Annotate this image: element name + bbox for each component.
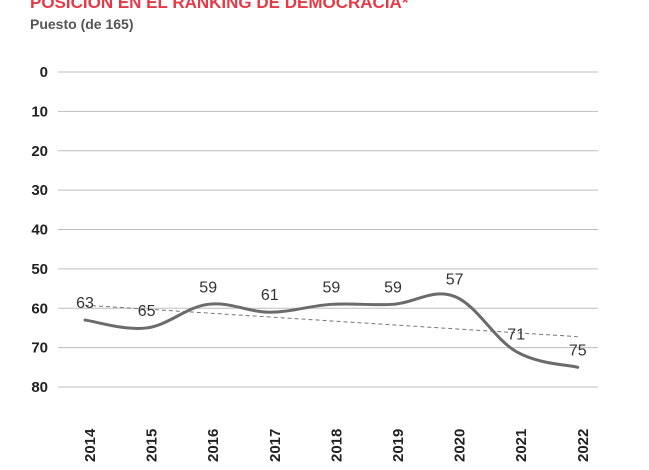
x-tick-label: 2018 xyxy=(328,429,345,462)
x-tick-label: 2014 xyxy=(82,428,99,462)
y-tick-label: 0 xyxy=(40,64,48,81)
y-tick-label: 70 xyxy=(31,340,48,357)
y-tick-label: 80 xyxy=(31,379,48,396)
data-label: 59 xyxy=(323,279,341,296)
chart-title: POSICIÓN EN EL RANKING DE DEMOCRACIA* xyxy=(30,0,409,12)
x-tick-label: 2015 xyxy=(144,429,161,462)
y-tick-label: 30 xyxy=(31,182,48,199)
data-label: 59 xyxy=(384,279,402,296)
x-tick-label: 2019 xyxy=(390,429,407,462)
data-label: 61 xyxy=(261,287,279,304)
x-tick-label: 2020 xyxy=(452,429,469,462)
x-axis: 2014 2015 2016 2017 2018 2019 2020 2021 2022 xyxy=(82,428,592,462)
x-tick-label: 2021 xyxy=(513,429,530,462)
x-tick-label: 2017 xyxy=(267,429,284,462)
y-tick-label: 50 xyxy=(31,261,48,278)
data-labels: 63 65 59 61 59 59 57 71 75 xyxy=(76,271,587,359)
data-label: 65 xyxy=(138,303,156,320)
data-label: 75 xyxy=(569,342,587,359)
y-tick-label: 60 xyxy=(31,300,48,317)
x-tick-label: 2022 xyxy=(575,429,592,462)
gridlines xyxy=(58,71,598,388)
y-tick-label: 20 xyxy=(31,143,48,160)
x-tick-label: 2016 xyxy=(205,429,222,462)
trend-line xyxy=(84,304,578,338)
y-tick-label: 10 xyxy=(31,103,48,120)
data-label: 71 xyxy=(507,327,525,344)
data-label: 57 xyxy=(446,271,464,288)
data-label: 63 xyxy=(76,295,94,312)
y-tick-label: 40 xyxy=(31,222,48,239)
data-label: 59 xyxy=(199,279,217,296)
y-axis: 0 10 20 30 40 50 60 70 80 xyxy=(31,64,48,396)
chart-subtitle: Puesto (de 165) xyxy=(30,16,134,32)
series-line xyxy=(83,292,580,369)
